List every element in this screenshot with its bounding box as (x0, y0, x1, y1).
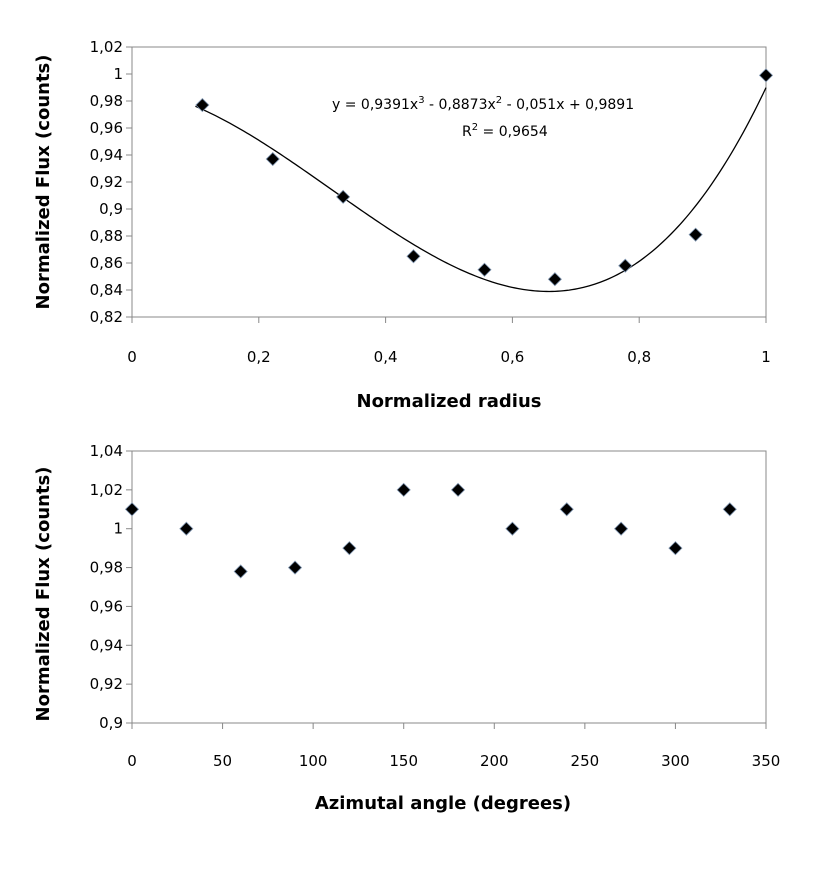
y-tick-label: 0,96 (90, 597, 123, 615)
data-point (618, 258, 633, 273)
azimuthal-flux-chart: 0,9 0,92 0,94 0,96 0,98 1 1,02 1,04 0 50 100 150 20… (33, 442, 780, 814)
data-point (179, 521, 194, 536)
y-tick-label: 0,88 (90, 227, 123, 245)
data-point (124, 502, 140, 517)
r-squared: R2 = 0,9654 (462, 122, 548, 140)
equation-part: - 0,8873x (425, 97, 496, 113)
data-point (287, 560, 303, 575)
x-tick-label: 0,6 (500, 348, 524, 366)
x-tick-label: 1 (761, 348, 771, 366)
r2-part: = 0,9654 (478, 124, 548, 140)
data-point (265, 151, 280, 167)
y-tick-label: 1 (113, 65, 123, 83)
y-tick-label: 0,9 (99, 714, 123, 732)
trendline-equation: y = 0,9391x3 - 0,8873x2 - 0,051x + 0,989… (332, 95, 634, 113)
y-tick-label: 1,02 (90, 38, 123, 56)
y-tick-label: 0,9 (99, 200, 123, 218)
y-tick-label: 0,96 (90, 119, 123, 137)
x-tick-label: 300 (661, 752, 690, 770)
y-tick-label: 0,94 (90, 146, 123, 164)
y-tick-label: 1,02 (90, 481, 123, 499)
data-point (195, 97, 210, 113)
data-point (547, 272, 562, 287)
data-point (688, 227, 703, 242)
x-tick-label: 50 (213, 752, 232, 770)
plot-area (131, 450, 767, 724)
data-point (342, 541, 357, 556)
y-tick-label: 0,92 (90, 173, 123, 191)
x-tick-label: 0,2 (247, 348, 271, 366)
x-tick-label: 0,4 (374, 348, 398, 366)
equation-exponent: 2 (496, 95, 502, 106)
x-tick-label: 0,8 (627, 348, 651, 366)
x-tick-label: 350 (752, 752, 781, 770)
y-tick-label: 0,84 (90, 281, 123, 299)
data-point (668, 541, 683, 556)
data-point (450, 482, 466, 497)
data-point (477, 262, 492, 277)
data-point (505, 521, 520, 536)
data-point (559, 502, 574, 517)
data-point (758, 68, 774, 83)
x-tick-label: 250 (571, 752, 600, 770)
equation-part: - 0,051x + 0,9891 (502, 97, 634, 113)
r2-part: R (462, 124, 472, 140)
y-tick-label: 1 (113, 520, 123, 538)
trendline (195, 87, 767, 293)
data-point (233, 564, 248, 579)
equation-exponent: 3 (418, 95, 424, 106)
x-tick-label: 0 (127, 348, 137, 366)
x-tick-label: 100 (299, 752, 328, 770)
data-point (722, 502, 737, 517)
x-tick-label: 0 (127, 752, 137, 770)
x-tick-label: 200 (480, 752, 509, 770)
equation-part: y = 0,9391x (332, 97, 418, 113)
r2-exponent: 2 (472, 122, 478, 133)
y-tick-label: 0,92 (90, 675, 123, 693)
y-tick-label: 0,94 (90, 636, 123, 654)
y-axis-title: Normalized Flux (counts) (33, 467, 54, 722)
y-tick-label: 0,98 (90, 559, 123, 577)
data-point (614, 521, 629, 536)
data-point (336, 189, 351, 204)
x-tick-label: 150 (389, 752, 418, 770)
x-axis-title: Normalized radius (357, 391, 542, 412)
y-tick-label: 0,82 (90, 308, 123, 326)
data-point (396, 482, 411, 497)
y-tick-label: 1,04 (90, 442, 123, 460)
radial-flux-chart: 0,820,840,860,880,90,920,940,960,9811,02… (33, 38, 774, 412)
y-tick-label: 0,86 (90, 254, 123, 272)
y-axis-title: Normalized Flux (counts) (33, 55, 54, 310)
data-point (406, 249, 421, 264)
y-tick-label: 0,98 (90, 92, 123, 110)
plot-area (131, 46, 767, 318)
x-axis-title: Azimutal angle (degrees) (315, 793, 571, 814)
